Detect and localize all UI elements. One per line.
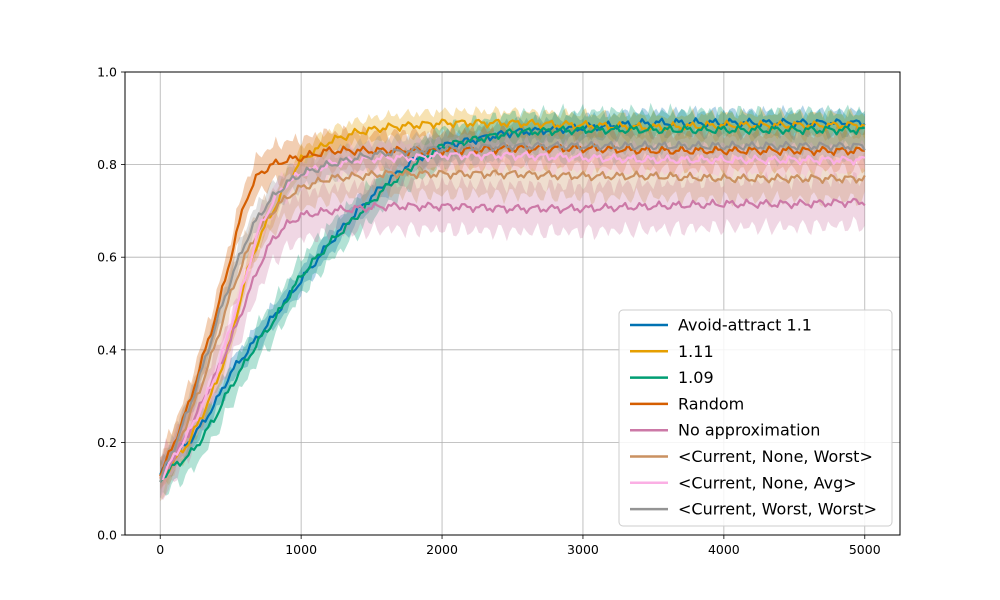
y-tick-label: 1.0 bbox=[97, 65, 117, 80]
series-line bbox=[159, 124, 865, 483]
confidence-band bbox=[160, 102, 865, 499]
series-lines bbox=[159, 117, 866, 483]
y-tick-label: 0.4 bbox=[97, 342, 117, 357]
x-tick-label: 1000 bbox=[285, 542, 317, 557]
x-tick-label: 3000 bbox=[567, 542, 599, 557]
y-tick-label: 0.2 bbox=[97, 435, 117, 450]
legend: Avoid-attract 1.1 1.11 1.09 Random No approx… bbox=[618, 309, 893, 527]
x-tick-label: 5000 bbox=[849, 542, 881, 557]
series-line bbox=[159, 140, 866, 483]
y-tick-label: 0.6 bbox=[97, 250, 117, 265]
confidence-band bbox=[160, 135, 865, 497]
x-tick-label: 2000 bbox=[426, 542, 458, 557]
series-line bbox=[159, 169, 866, 480]
legend-label: 1.11 bbox=[678, 342, 714, 361]
legend-label: Random bbox=[678, 394, 744, 413]
plot-frame bbox=[124, 71, 901, 536]
x-tick-label: 4000 bbox=[708, 542, 740, 557]
legend-label: <Current, Worst, Worst> bbox=[678, 500, 877, 519]
x-tick-label: 0 bbox=[156, 542, 164, 557]
legend-label: Avoid-attract 1.1 bbox=[678, 316, 812, 335]
axis-ticks: 0 1000 2000 3000 4000 5000 0.0 0.2 0.4 0.6 0.8 1.0 bbox=[97, 65, 881, 558]
legend-box bbox=[618, 309, 893, 527]
y-tick-label: 0.0 bbox=[97, 528, 117, 543]
series-line bbox=[159, 197, 866, 479]
legend-label: <Current, None, Avg> bbox=[678, 473, 857, 492]
confidence-band bbox=[160, 145, 865, 502]
y-tick-label: 0.8 bbox=[97, 157, 117, 172]
legend-label: <Current, None, Worst> bbox=[678, 447, 873, 466]
legend-label: 1.09 bbox=[678, 368, 714, 387]
legend-label: No approximation bbox=[678, 421, 820, 440]
